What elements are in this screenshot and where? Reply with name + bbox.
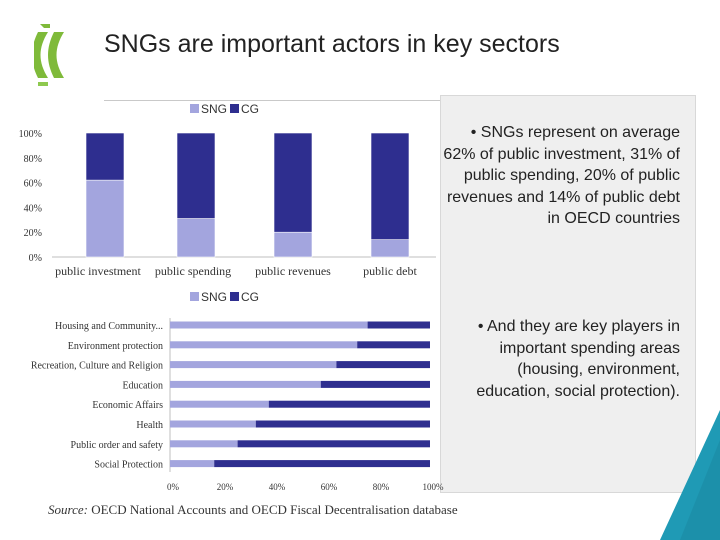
y-tick-label: 20% xyxy=(24,228,42,239)
bar-sng-health xyxy=(170,420,256,428)
x-category-label: public investment xyxy=(55,264,141,278)
x-tick-label: 0% xyxy=(167,482,180,492)
bar-cg-housing-and-community xyxy=(367,321,430,329)
legend-swatch-sng xyxy=(190,292,199,301)
bar-cg-public-debt xyxy=(370,132,410,240)
legend-swatch-sng xyxy=(190,104,199,113)
x-tick-label: 80% xyxy=(373,482,390,492)
bullet-summary: • SNGs represent on average 62% of publi… xyxy=(443,124,680,227)
y-tick-label: 40% xyxy=(24,203,42,214)
page-number: 8 xyxy=(670,494,676,505)
legend-swatch-cg xyxy=(230,104,239,113)
bar-sng-education xyxy=(170,380,321,388)
slide-title: SNGs are important actors in key sectors xyxy=(104,30,560,58)
bar-cg-recreation-culture-and-religion xyxy=(336,361,430,369)
text-panel xyxy=(440,95,696,493)
oecd-logo xyxy=(34,24,64,86)
bar-cg-public-spending xyxy=(176,132,216,219)
y-category-label: Recreation, Culture and Religion xyxy=(31,361,163,372)
y-tick-label: 0% xyxy=(29,253,42,264)
y-category-label: Education xyxy=(122,380,163,391)
legend-label-cg: CG xyxy=(241,102,259,116)
horizontal-stacked-chart: SNG CG Housing and Community... Environment… xyxy=(31,290,444,492)
x-tick-label: 100% xyxy=(423,482,445,492)
y-category-label: Social Protection xyxy=(94,460,163,471)
y-tick-label: 80% xyxy=(24,154,42,165)
bar-cg-public-order-and-safety xyxy=(237,440,430,448)
legend-swatch-cg xyxy=(230,292,239,301)
x-tick-label: 60% xyxy=(321,482,338,492)
bar-cg-public-investment xyxy=(85,132,125,181)
x-category-label: public debt xyxy=(363,264,417,278)
bar-sng-public-order-and-safety xyxy=(170,440,238,448)
bar-sng-public-debt xyxy=(370,239,410,258)
x-category-label: public revenues xyxy=(255,264,331,278)
bar-cg-environment-protection xyxy=(357,341,430,349)
y-category-label: Environment protection xyxy=(68,341,163,352)
decorative-corner-shape xyxy=(660,410,720,540)
bar-sng-social-protection xyxy=(170,460,215,468)
bar-sng-public-investment xyxy=(85,179,125,258)
y-category-label: Economic Affairs xyxy=(92,400,163,411)
x-category-label: public spending xyxy=(155,264,231,278)
bar-sng-public-revenues xyxy=(273,231,313,258)
y-category-label: Housing and Community... xyxy=(55,321,163,332)
y-category-label: Public order and safety xyxy=(71,440,163,451)
bar-sng-public-spending xyxy=(176,218,216,258)
bar-cg-public-revenues xyxy=(273,132,313,233)
y-category-label: Health xyxy=(136,420,163,431)
bar-sng-housing-and-community xyxy=(170,321,368,329)
x-tick-label: 40% xyxy=(269,482,286,492)
y-tick-label: 60% xyxy=(24,179,42,190)
y-tick-label: 100% xyxy=(19,129,42,140)
title-divider xyxy=(104,100,464,101)
source-text: OECD National Accounts and OECD Fiscal D… xyxy=(87,502,458,517)
bar-sng-economic-affairs xyxy=(170,400,269,408)
bar-cg-health xyxy=(255,420,430,428)
bar-sng-environment-protection xyxy=(170,341,358,349)
bar-sng-recreation-culture-and-religion xyxy=(170,361,337,369)
legend-label-sng: SNG xyxy=(201,102,227,116)
legend-label-cg: CG xyxy=(241,290,259,304)
source-note: Source: OECD National Accounts and OECD … xyxy=(48,502,458,518)
x-tick-label: 20% xyxy=(217,482,234,492)
vertical-stacked-chart: SNG CG 0% 20% 40% 60% 80% 100% public investment… xyxy=(19,102,436,278)
legend-label-sng: SNG xyxy=(201,290,227,304)
bullet-spending-areas: • And they are key players in important … xyxy=(476,318,680,400)
bar-cg-economic-affairs xyxy=(268,400,430,408)
bar-cg-education xyxy=(320,380,430,388)
bar-cg-social-protection xyxy=(214,460,430,468)
source-label: Source: xyxy=(48,502,88,517)
